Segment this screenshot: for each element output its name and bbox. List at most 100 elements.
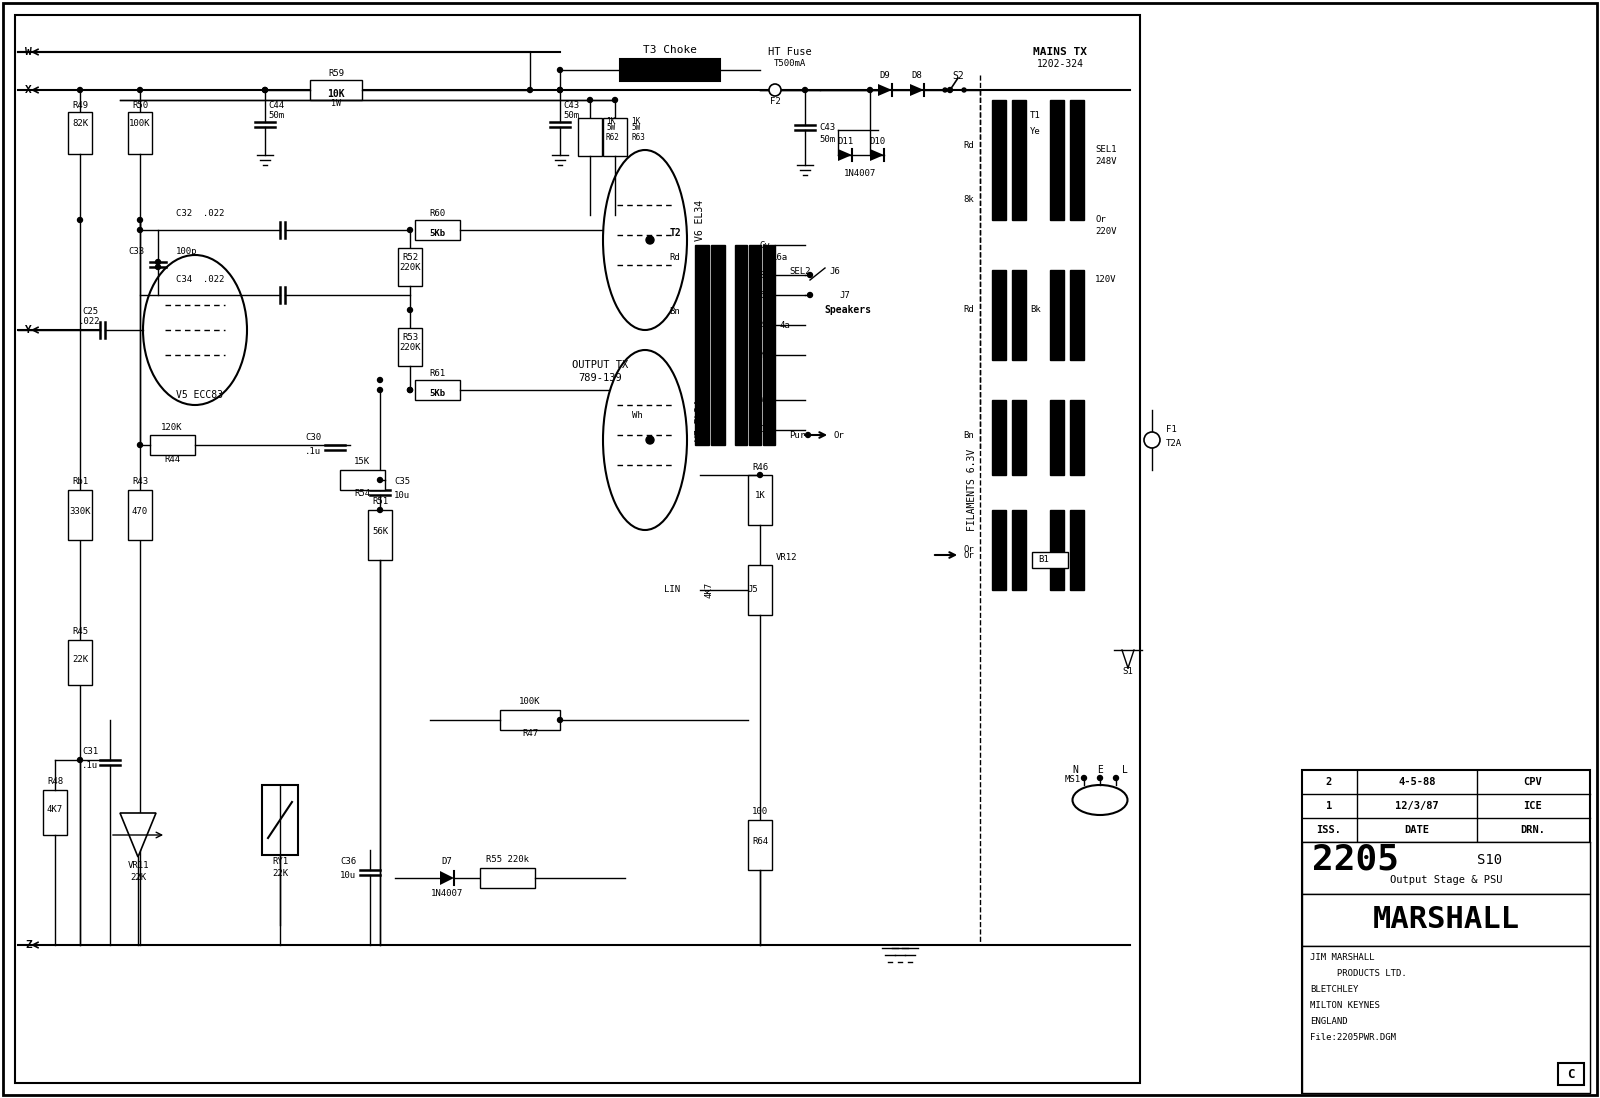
Text: 2: 2 [1326,777,1333,787]
Text: C: C [1568,1067,1574,1080]
Text: Or: Or [963,550,974,560]
Polygon shape [440,871,454,885]
Bar [1070,270,1085,360]
Text: C32  .022: C32 .022 [176,210,224,219]
Text: JIM MARSHALL: JIM MARSHALL [1310,953,1374,963]
Text: .1u: .1u [82,762,98,771]
Text: Gy: Gy [760,240,770,249]
Text: R44: R44 [163,455,181,463]
Text: Y: Y [26,325,32,335]
Text: B1: B1 [1038,556,1050,564]
Bar [398,328,422,366]
Circle shape [1098,775,1102,781]
Text: W: W [26,47,32,57]
Text: T500mA: T500mA [774,59,806,68]
Circle shape [1144,432,1160,448]
Text: R64: R64 [752,838,768,847]
Text: 10u: 10u [394,492,410,501]
Text: R51: R51 [371,497,389,506]
Text: Speakers: Speakers [824,305,872,315]
Text: PRODUCTS LTD.: PRODUCTS LTD. [1310,970,1406,978]
Text: C43: C43 [819,123,835,133]
Text: C25: C25 [82,307,98,316]
Bar [128,112,152,154]
Circle shape [77,88,83,92]
Text: D8: D8 [912,71,922,80]
Text: 8k: 8k [963,195,974,204]
Circle shape [528,88,533,92]
Bar [621,59,720,81]
Circle shape [408,307,413,313]
Text: R43: R43 [131,478,149,486]
Circle shape [557,717,563,722]
Text: C31: C31 [82,748,98,757]
Bar [414,380,461,400]
Text: Rd: Rd [963,305,974,314]
Bar [1032,552,1069,568]
Bar [480,869,534,888]
Text: Or: Or [963,546,974,554]
Text: 120K: 120K [162,423,182,432]
Text: R47: R47 [522,729,538,739]
Circle shape [262,88,267,92]
Text: 50m: 50m [563,112,579,121]
Text: D11: D11 [837,136,853,146]
Polygon shape [870,149,883,161]
Text: MILTON KEYNES: MILTON KEYNES [1310,1001,1379,1010]
Text: N: N [1072,765,1078,775]
Text: Or: Or [760,426,770,435]
Text: FILAMENTS 6.3V: FILAMENTS 6.3V [966,449,978,531]
Text: 789-139: 789-139 [578,373,622,383]
Bar [1013,509,1026,590]
Text: 6n: 6n [760,291,770,300]
Text: T2: T2 [669,228,682,238]
Text: R59: R59 [328,68,344,78]
Text: 10K: 10K [326,89,346,99]
Text: 5W: 5W [606,123,616,133]
Text: 1K: 1K [630,117,640,126]
Text: D10: D10 [869,136,885,146]
Text: C34  .022: C34 .022 [176,274,224,283]
Text: 4-5-88: 4-5-88 [1398,777,1435,787]
Text: DATE: DATE [1405,825,1429,834]
Text: 470: 470 [131,507,149,516]
Text: Rd: Rd [670,253,680,261]
Ellipse shape [142,255,246,405]
Text: 1: 1 [1326,802,1333,811]
Bar [499,710,560,730]
Ellipse shape [1072,785,1128,815]
Text: Pur: Pur [789,430,805,439]
Text: MS1: MS1 [1066,775,1082,784]
Circle shape [138,227,142,233]
Circle shape [557,88,563,92]
Bar [749,245,762,445]
Circle shape [155,259,160,265]
Bar [368,509,392,560]
Text: R54: R54 [354,490,370,498]
Text: 330K: 330K [69,507,91,516]
Text: D7: D7 [442,858,453,866]
Bar [992,100,1006,220]
Bar [1302,770,1590,1093]
Circle shape [942,88,947,92]
Text: SEL2: SEL2 [789,268,811,277]
Text: Output Stage & PSU: Output Stage & PSU [1390,875,1502,885]
Text: 22K: 22K [72,656,88,664]
Text: SEL1: SEL1 [1094,146,1117,155]
Text: 220V: 220V [1094,227,1117,236]
Text: Wh: Wh [632,411,642,419]
Text: 220K: 220K [400,264,421,272]
Bar [150,435,195,455]
Bar [1050,100,1064,220]
Text: 50m: 50m [269,112,285,121]
Text: VR11: VR11 [128,861,149,870]
Circle shape [808,272,813,278]
Bar [1013,100,1026,220]
Text: 100K: 100K [520,697,541,706]
Text: R62: R62 [606,133,619,142]
Text: R61: R61 [429,369,445,378]
Text: BLETCHLEY: BLETCHLEY [1310,986,1358,995]
Text: 50m: 50m [819,135,835,145]
Circle shape [867,88,872,92]
Text: X: X [26,85,32,96]
